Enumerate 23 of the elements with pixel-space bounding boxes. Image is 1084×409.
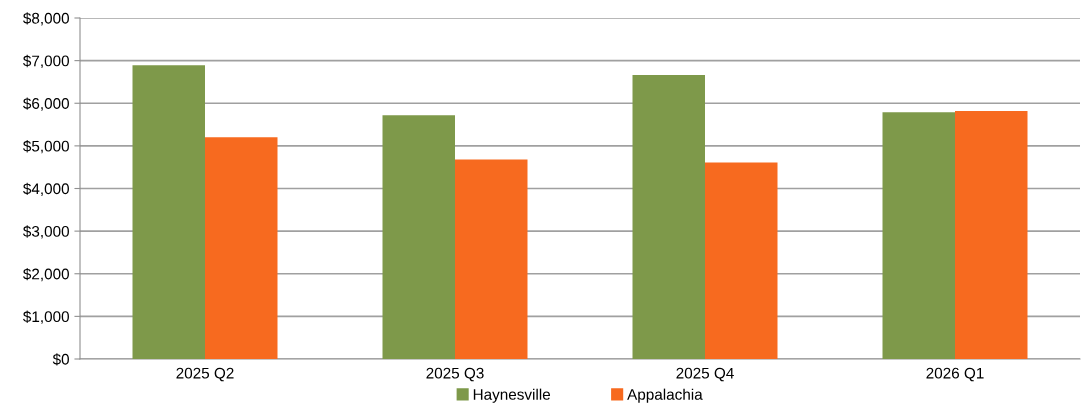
x-tick-label: 2026 Q1 (926, 367, 984, 382)
x-tick-label: 2025 Q3 (426, 367, 484, 382)
y-tick-label: $8,000 (23, 12, 69, 26)
x-tick-label: 2025 Q2 (176, 367, 234, 382)
x-tick-label: 2025 Q4 (676, 367, 734, 382)
y-tick-label: $6,000 (23, 97, 69, 111)
bar (882, 112, 955, 359)
bar (705, 162, 778, 359)
bar (132, 65, 205, 359)
y-tick-label: $4,000 (23, 182, 69, 196)
bar (205, 137, 278, 359)
y-tick-label: $3,000 (23, 225, 69, 239)
y-tick-label: $7,000 (23, 54, 69, 69)
y-tick-label: $1,000 (23, 310, 69, 324)
legend-label: Appalachia (627, 388, 703, 403)
y-tick-label: $2,000 (23, 267, 69, 282)
y-tick-label: $5,000 (23, 140, 69, 154)
bar (455, 159, 528, 359)
bar (632, 75, 705, 359)
y-tick-label: $0 (52, 353, 69, 366)
bar (955, 110, 1028, 359)
legend-label: Haynesville (473, 388, 551, 403)
bar (382, 115, 455, 359)
